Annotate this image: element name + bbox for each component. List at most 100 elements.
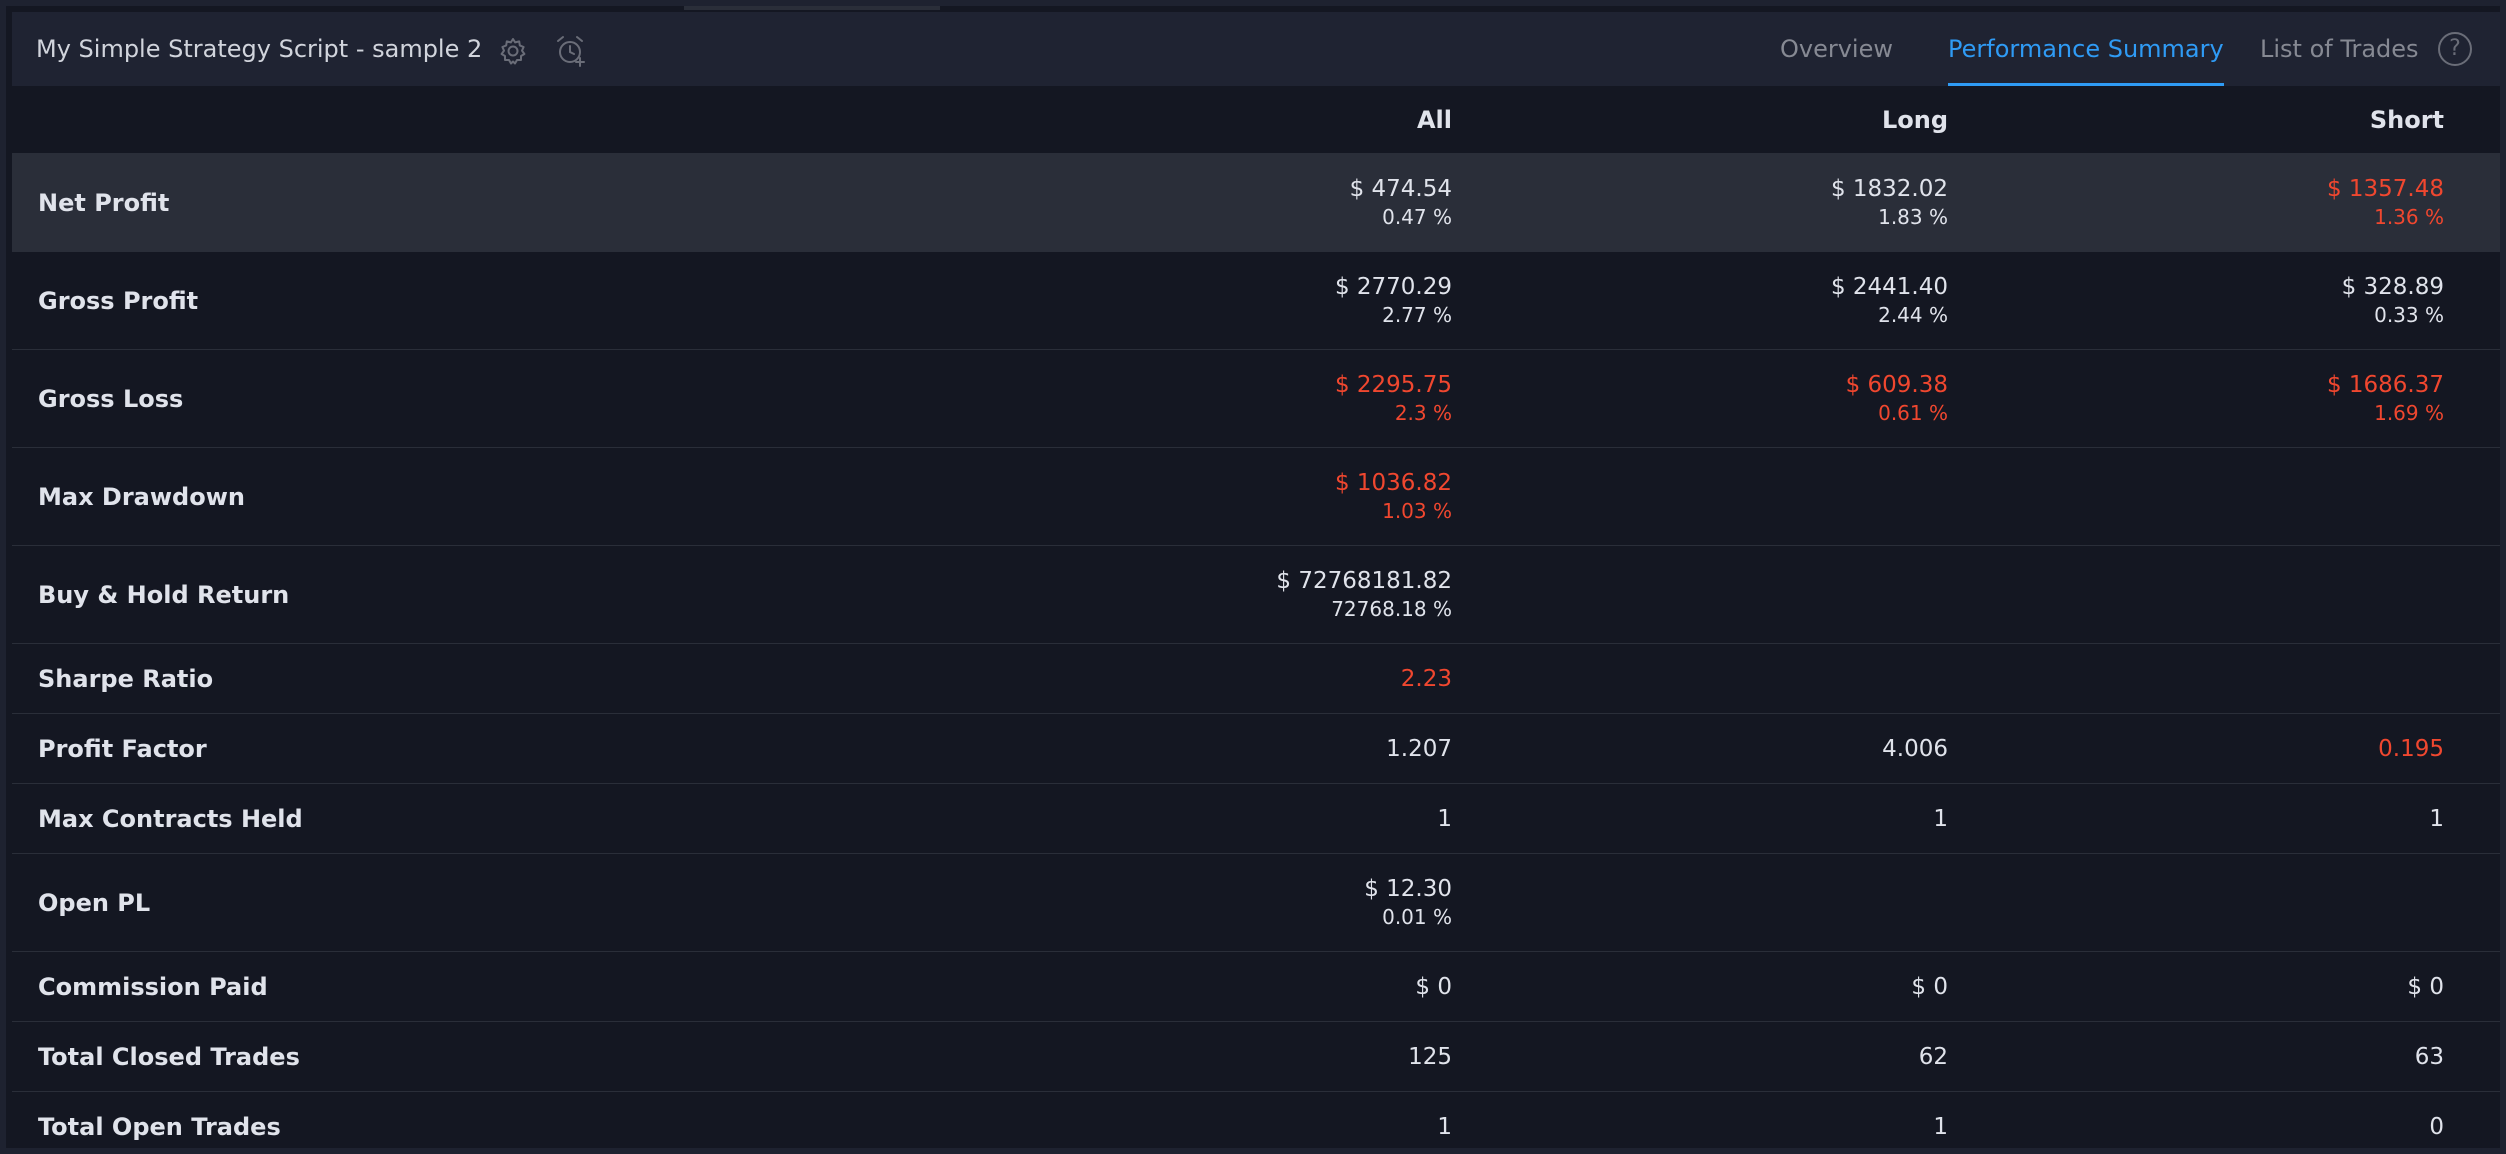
cell-percent: 72768.18 %: [1331, 596, 1452, 621]
table-row-gross-profit: Gross Profit $ 2770.29 2.77 % $ 2441.40 …: [12, 252, 2500, 350]
row-label: Sharpe Ratio: [38, 664, 214, 693]
column-header-all: All: [1416, 106, 1452, 134]
table-row-max-drawdown: Max Drawdown $ 1036.82 1.03 %: [12, 448, 2500, 546]
cell-all: 125: [1092, 1022, 1452, 1091]
cell-all: 1: [1092, 1092, 1452, 1148]
table-row-commission-paid: Commission Paid $ 0 $ 0 $ 0: [12, 952, 2500, 1022]
cell-percent: 2.44 %: [1878, 302, 1948, 327]
cell-long: 62: [1588, 1022, 1948, 1091]
cell-percent: 2.77 %: [1382, 302, 1452, 327]
cell-value: 2.23: [1400, 665, 1452, 692]
cell-value: $ 1036.82: [1334, 469, 1452, 496]
table-row-total-open-trades: Total Open Trades 1 1 0: [12, 1092, 2500, 1148]
cell-all: $ 1036.82 1.03 %: [1092, 448, 1452, 545]
table-header-row: All Long Short: [12, 86, 2500, 154]
cell-long: 1: [1588, 784, 1948, 853]
cell-percent: 0.01 %: [1382, 904, 1452, 929]
row-label: Buy & Hold Return: [38, 580, 290, 609]
cell-value: $ 474.54: [1349, 175, 1452, 202]
row-label: Commission Paid: [38, 972, 268, 1001]
cell-long: 1: [1588, 1092, 1948, 1148]
cell-all: 2.23: [1092, 644, 1452, 713]
row-label: Max Contracts Held: [38, 804, 303, 833]
cell-value: $ 1686.37: [2326, 371, 2444, 398]
cell-value: 1.207: [1386, 735, 1452, 762]
cell-all: $ 2770.29 2.77 %: [1092, 252, 1452, 349]
cell-value: $ 1357.48: [2326, 175, 2444, 202]
table-row-profit-factor: Profit Factor 1.207 4.006 0.195: [12, 714, 2500, 784]
table-row-max-contracts-held: Max Contracts Held 1 1 1: [12, 784, 2500, 854]
cell-value: 1: [1933, 1114, 1948, 1140]
cell-short: 0.195: [2084, 714, 2444, 783]
cell-value: $ 328.89: [2341, 273, 2444, 300]
cell-percent: 0.61 %: [1878, 400, 1948, 425]
cell-all: $ 0: [1092, 952, 1452, 1021]
cell-value: 1: [1437, 1114, 1452, 1140]
tab-overview[interactable]: Overview: [1780, 35, 1893, 63]
cell-value: 63: [2414, 1043, 2444, 1070]
table-row-total-closed-trades: Total Closed Trades 125 62 63: [12, 1022, 2500, 1092]
row-label: Net Profit: [38, 188, 170, 217]
help-icon[interactable]: ?: [2438, 32, 2472, 66]
cell-percent: 0.47 %: [1382, 204, 1452, 229]
cell-value: 62: [1918, 1043, 1948, 1070]
row-label: Profit Factor: [38, 734, 207, 763]
performance-summary-table: All Long Short Net Profit $ 474.54 0.47 …: [12, 86, 2500, 1148]
cell-value: $ 0: [1911, 973, 1948, 1000]
row-label: Total Closed Trades: [38, 1042, 300, 1071]
cell-short: 1: [2084, 784, 2444, 853]
gear-icon[interactable]: [496, 34, 530, 68]
row-label: Open PL: [38, 888, 151, 917]
cell-short: $ 328.89 0.33 %: [2084, 252, 2444, 349]
cell-all: $ 72768181.82 72768.18 %: [1092, 546, 1452, 643]
cell-all: $ 2295.75 2.3 %: [1092, 350, 1452, 447]
cell-percent: 0.33 %: [2374, 302, 2444, 327]
cell-percent: 1.03 %: [1382, 498, 1452, 523]
cell-value: $ 0: [2407, 973, 2444, 1000]
tab-performance-summary[interactable]: Performance Summary: [1948, 12, 2224, 86]
cell-long: $ 1832.02 1.83 %: [1588, 154, 1948, 251]
top-accent-bar: [684, 6, 940, 10]
table-row-net-profit: Net Profit $ 474.54 0.47 % $ 1832.02 1.8…: [12, 154, 2500, 252]
cell-value: $ 2770.29: [1334, 273, 1452, 300]
table-row-buy-hold-return: Buy & Hold Return $ 72768181.82 72768.18…: [12, 546, 2500, 644]
cell-value: 0: [2429, 1114, 2444, 1140]
cell-value: 1: [1933, 805, 1948, 832]
cell-short: $ 1686.37 1.69 %: [2084, 350, 2444, 447]
row-label: Total Open Trades: [38, 1113, 281, 1141]
cell-value: 1: [1437, 805, 1452, 832]
cell-long: $ 2441.40 2.44 %: [1588, 252, 1948, 349]
row-label: Gross Profit: [38, 286, 199, 315]
cell-value: 4.006: [1882, 735, 1948, 762]
table-row-open-pl: Open PL $ 12.30 0.01 %: [12, 854, 2500, 952]
cell-percent: 1.83 %: [1878, 204, 1948, 229]
cell-value: 0.195: [2378, 735, 2444, 762]
cell-value: $ 12.30: [1364, 875, 1452, 902]
panel-header: My Simple Strategy Script - sample 2 Ove…: [12, 12, 2500, 86]
cell-value: $ 2295.75: [1334, 371, 1452, 398]
cell-long: $ 0: [1588, 952, 1948, 1021]
cell-short: $ 0: [2084, 952, 2444, 1021]
column-header-short: Short: [2369, 106, 2444, 134]
tab-list-of-trades[interactable]: List of Trades: [2260, 35, 2419, 63]
vertical-scrollbar[interactable]: [2500, 86, 2504, 646]
cell-percent: 1.69 %: [2374, 400, 2444, 425]
column-header-long: Long: [1881, 106, 1948, 134]
strategy-title[interactable]: My Simple Strategy Script - sample 2: [36, 35, 483, 63]
cell-short: $ 1357.48 1.36 %: [2084, 154, 2444, 251]
cell-all: $ 12.30 0.01 %: [1092, 854, 1452, 951]
cell-value: $ 1832.02: [1830, 175, 1948, 202]
cell-value: 1: [2429, 805, 2444, 832]
cell-value: $ 2441.40: [1830, 273, 1948, 300]
cell-value: 125: [1408, 1043, 1452, 1070]
row-label: Max Drawdown: [38, 482, 245, 511]
alarm-add-icon[interactable]: [554, 34, 588, 68]
cell-short: 0: [2084, 1092, 2444, 1148]
cell-value: $ 72768181.82: [1276, 567, 1452, 594]
row-label: Gross Loss: [38, 384, 184, 413]
cell-percent: 1.36 %: [2374, 204, 2444, 229]
cell-long: $ 609.38 0.61 %: [1588, 350, 1948, 447]
table-row-sharpe-ratio: Sharpe Ratio 2.23: [12, 644, 2500, 714]
cell-all: 1.207: [1092, 714, 1452, 783]
